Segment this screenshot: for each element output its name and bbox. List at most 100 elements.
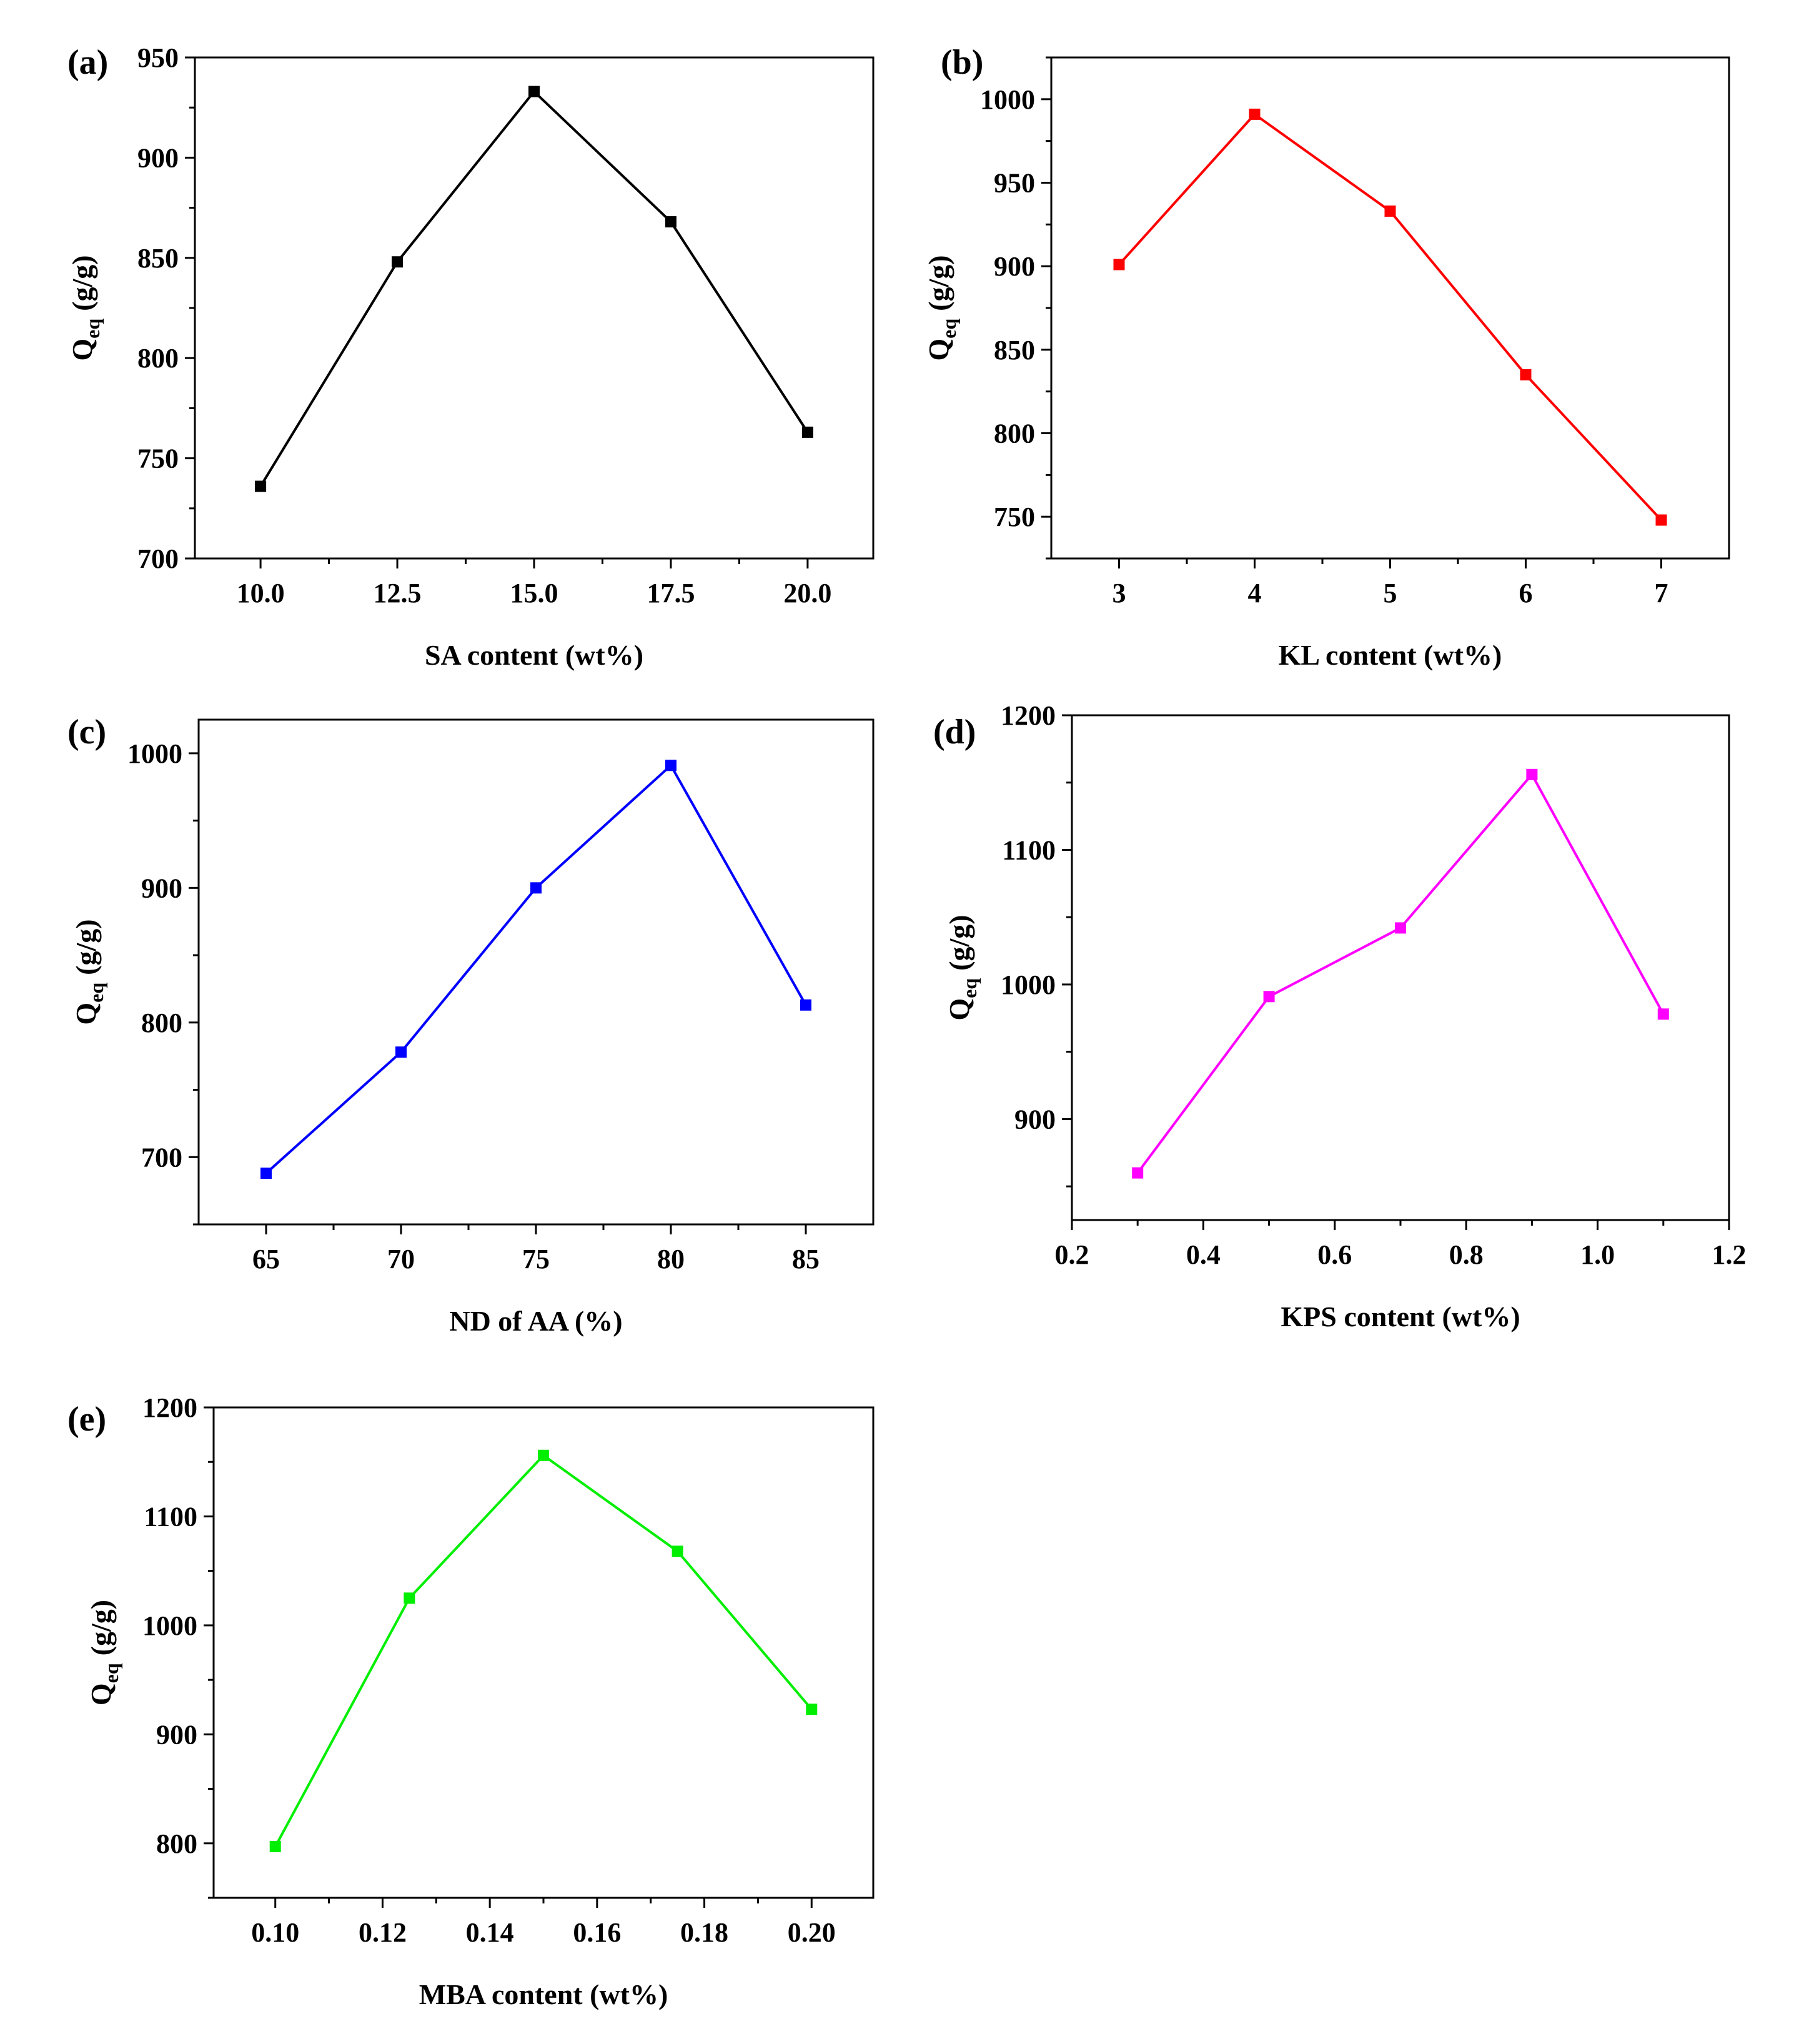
x-tick-label: 70 <box>387 1244 415 1274</box>
plot-frame <box>197 718 875 1226</box>
data-point <box>1263 991 1275 1003</box>
y-tick-label: 900 <box>156 1719 197 1750</box>
data-point <box>665 760 676 771</box>
chart-panel-a: 10.0 12.5 15.0 17.5 20.0 700 750 800 850 900 950 SA… <box>66 42 875 671</box>
data-point <box>1384 205 1396 217</box>
data-point <box>1526 768 1538 780</box>
y-axis-title: Qeq (g/g) <box>70 919 107 1024</box>
x-tick-label: 0.12 <box>359 1917 407 1948</box>
data-point <box>1655 514 1667 526</box>
x-axis-title: MBA content (wt%) <box>419 1978 668 2010</box>
x-tick-label: 0.18 <box>680 1917 728 1948</box>
data-point <box>1132 1167 1144 1179</box>
x-tick-label: 20.0 <box>783 578 831 608</box>
y-axis-title-unit: (g/g) <box>943 915 975 970</box>
y-axis-title: Qeq (g/g) <box>923 255 960 360</box>
panel-label: (e) <box>67 1400 106 1439</box>
chart-panel-b: 3 4 5 6 7 750 800 850 900 950 1000 KL content (wt%)… <box>923 43 1730 671</box>
y-tick-label: 800 <box>994 419 1035 449</box>
y-axis-title-unit: (g/g) <box>66 255 98 310</box>
y-tick-label: 850 <box>994 335 1035 365</box>
x-tick-label: 75 <box>522 1244 550 1274</box>
x-tick-label: 0.16 <box>573 1917 621 1948</box>
y-axis-title-subscript: eq <box>938 319 960 339</box>
y-tick-label: 800 <box>137 343 179 374</box>
y-tick-label: 1000 <box>980 84 1035 115</box>
x-tick-label: 10.0 <box>237 578 285 608</box>
y-tick-label: 1200 <box>1001 700 1056 731</box>
chart-panel-d: 0.2 0.4 0.6 0.8 1.0 1.2 900 1000 1100 1200 KPS con… <box>933 700 1747 1332</box>
x-tick-label: 0.10 <box>251 1917 299 1948</box>
series-line <box>259 89 809 487</box>
y-axis-title-subscript: eq <box>81 319 104 339</box>
panel-label: (c) <box>67 713 106 752</box>
series-line <box>274 1454 813 1847</box>
y-tick-label: 1100 <box>144 1501 197 1532</box>
data-point <box>1249 108 1261 120</box>
series-line <box>265 763 807 1174</box>
data-point <box>1395 922 1406 934</box>
y-tick-label: 1000 <box>142 1610 197 1641</box>
y-axis-title: Qeq (g/g) <box>85 1600 122 1705</box>
y-tick-label: 750 <box>137 444 179 474</box>
y-tick-label: 1000 <box>1001 970 1056 1000</box>
y-tick-label: 950 <box>994 168 1035 199</box>
panel-label: (a) <box>67 43 108 82</box>
x-tick-label: 0.4 <box>1186 1239 1221 1270</box>
panel-label: (b) <box>941 43 983 82</box>
y-axis-title-subscript: eq <box>85 983 107 1003</box>
x-tick-label: 0.14 <box>466 1917 514 1948</box>
y-tick-label: 900 <box>137 142 179 173</box>
x-tick-label: 4 <box>1248 578 1262 608</box>
data-point <box>392 256 404 268</box>
x-tick-label: 15.0 <box>510 578 558 608</box>
y-tick-label: 900 <box>1014 1104 1056 1134</box>
x-tick-label: 1.2 <box>1712 1239 1747 1270</box>
y-tick-label: 1000 <box>127 738 182 769</box>
y-tick-label: 850 <box>137 243 179 274</box>
x-tick-label: 1.0 <box>1580 1239 1615 1270</box>
series-line <box>1118 112 1662 521</box>
panel-label: (d) <box>933 713 976 752</box>
y-axis-title-unit: (g/g) <box>70 919 102 975</box>
chart-panel-c: 65 70 75 80 85 700 800 900 1000 ND of AA (%) Qeq (g… <box>67 713 875 1337</box>
data-point <box>255 480 267 492</box>
y-axis-title-unit: (g/g) <box>85 1600 117 1655</box>
data-point <box>395 1046 407 1058</box>
data-point <box>269 1841 281 1853</box>
x-axis-title: KL content (wt%) <box>1279 639 1502 671</box>
x-tick-label: 0.20 <box>788 1917 836 1948</box>
data-point <box>1520 369 1532 380</box>
data-point <box>672 1545 683 1557</box>
y-axis-title: Qeq (g/g) <box>943 915 981 1020</box>
plot-frame <box>194 56 875 560</box>
y-axis-title-main: Q <box>943 998 975 1021</box>
y-axis-title-unit: (g/g) <box>923 255 954 310</box>
data-point <box>1113 259 1125 270</box>
data-point <box>530 882 542 894</box>
x-tick-label: 7 <box>1655 578 1668 608</box>
series-line <box>1136 772 1665 1174</box>
y-axis-title-subscript: eq <box>958 978 981 998</box>
x-tick-label: 0.8 <box>1449 1239 1484 1270</box>
x-tick-label: 85 <box>792 1244 820 1274</box>
y-tick-label: 800 <box>141 1008 182 1038</box>
x-tick-label: 17.5 <box>647 578 695 608</box>
x-tick-label: 80 <box>657 1244 685 1274</box>
y-tick-label: 750 <box>994 502 1035 532</box>
y-tick-label: 800 <box>156 1828 197 1859</box>
y-tick-label: 900 <box>994 251 1035 282</box>
y-axis-title: Qeq (g/g) <box>66 255 104 360</box>
x-tick-label: 12.5 <box>374 578 422 608</box>
plot-frame <box>212 1406 875 1899</box>
data-point <box>404 1592 415 1604</box>
data-point <box>806 1704 818 1715</box>
x-tick-label: 0.2 <box>1055 1239 1089 1270</box>
chart-panel-e: 0.10 0.12 0.14 0.16 0.18 0.20 800 900 1000 1100 12… <box>67 1392 875 2010</box>
y-axis-title-main: Q <box>66 339 98 361</box>
y-tick-label: 1100 <box>1002 835 1056 865</box>
data-point <box>665 216 676 228</box>
x-tick-label: 3 <box>1113 578 1126 608</box>
y-tick-label: 950 <box>137 42 179 73</box>
